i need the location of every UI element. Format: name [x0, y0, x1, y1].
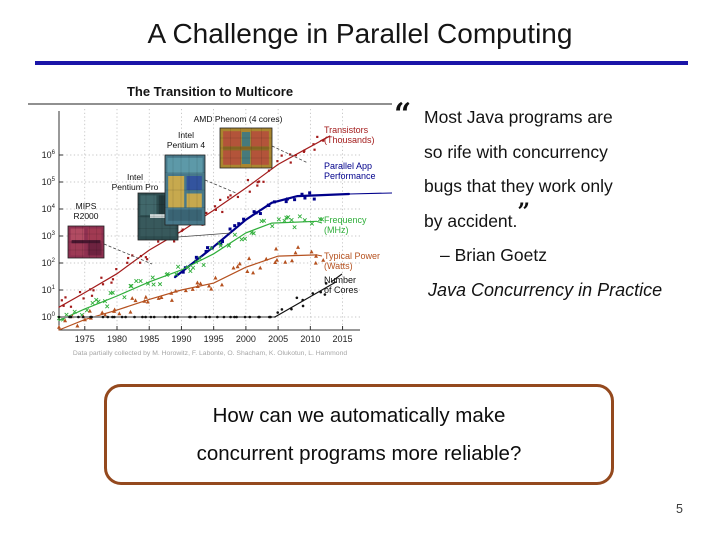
chart-grid — [59, 109, 360, 330]
svg-text:The Transition to Multicore: The Transition to Multicore — [127, 84, 293, 99]
quote-line: so rife with concurrency — [424, 141, 608, 162]
svg-text:2010: 2010 — [300, 334, 320, 344]
quote-source-title: Java Concurrency in Practice — [428, 279, 663, 300]
svg-text:Performance: Performance — [324, 171, 376, 181]
svg-text:Intel: Intel — [178, 130, 194, 140]
svg-text:Intel: Intel — [127, 172, 143, 182]
page-number: 5 — [676, 502, 683, 516]
quote-text: Most Java programs are so rife with conc… — [424, 100, 662, 307]
svg-text:Pentium Pro: Pentium Pro — [112, 182, 159, 192]
svg-text:103: 103 — [42, 231, 56, 241]
svg-text:(MHz): (MHz) — [324, 225, 349, 235]
svg-text:of Cores: of Cores — [324, 285, 359, 295]
svg-text:Transistors: Transistors — [324, 125, 369, 135]
quote-line: by accident.” — [424, 198, 531, 231]
svg-text:MIPS: MIPS — [76, 201, 97, 211]
svg-text:Typical Power: Typical Power — [324, 251, 380, 261]
title-underline-rule — [35, 61, 688, 65]
svg-text:101: 101 — [42, 285, 56, 295]
svg-text:105: 105 — [42, 177, 56, 187]
svg-text:R2000: R2000 — [73, 211, 98, 221]
page-title: A Challenge in Parallel Computing — [147, 18, 573, 49]
svg-text:104: 104 — [42, 204, 56, 214]
quote-line: bugs that they work only — [424, 176, 613, 196]
svg-text:(Watts): (Watts) — [324, 261, 353, 271]
goetz-quote: “ Most Java programs are so rife with co… — [394, 100, 716, 307]
chart-axes: 1975 1980 1985 1990 1995 2000 2005 2010 2015 100 1… — [42, 111, 360, 344]
svg-text:Pentium 4: Pentium 4 — [167, 140, 206, 150]
chart-caption: Data partially collected by M. Horowitz,… — [73, 350, 347, 357]
question-line-2: concurrent programs more reliable? — [196, 441, 522, 465]
svg-text:2000: 2000 — [236, 334, 256, 344]
quote-attribution: – Brian Goetz — [440, 245, 547, 265]
multicore-chart: The Transition to Multicore 1975 1980 1985 1… — [28, 83, 400, 368]
svg-text:1975: 1975 — [75, 334, 95, 344]
question-line-1: How can we automatically make — [212, 403, 506, 427]
svg-text:Frequency: Frequency — [324, 215, 367, 225]
svg-text:2005: 2005 — [268, 334, 288, 344]
svg-text:AMD Phenom (4 cores): AMD Phenom (4 cores) — [194, 114, 283, 124]
svg-text:2015: 2015 — [333, 334, 353, 344]
svg-text:100: 100 — [42, 312, 56, 322]
svg-text:1990: 1990 — [171, 334, 191, 344]
svg-text:(Thousands): (Thousands) — [324, 135, 375, 145]
chart-series-4 — [57, 281, 337, 319]
chart-title: The Transition to Multicore — [28, 84, 392, 105]
quote-line: Most Java programs are — [424, 107, 613, 127]
chart-series-2 — [56, 214, 325, 322]
chart-legend: Transistors(Thousands) Parallel AppPerfor… — [316, 125, 393, 295]
svg-text:1980: 1980 — [107, 334, 127, 344]
research-question-box: How can we automatically make concurrent… — [104, 384, 614, 485]
svg-text:102: 102 — [42, 258, 56, 268]
open-quote-mark: “ — [394, 97, 412, 132]
svg-text:106: 106 — [42, 150, 56, 160]
chip-annotation-3: AMD Phenom (4 cores) — [194, 114, 309, 169]
svg-text:1995: 1995 — [204, 334, 224, 344]
svg-text:Parallel App: Parallel App — [324, 161, 372, 171]
chart-series-1 — [173, 191, 351, 279]
svg-text:1985: 1985 — [139, 334, 159, 344]
svg-text:Number: Number — [324, 275, 356, 285]
close-quote-mark: ” — [517, 198, 531, 225]
